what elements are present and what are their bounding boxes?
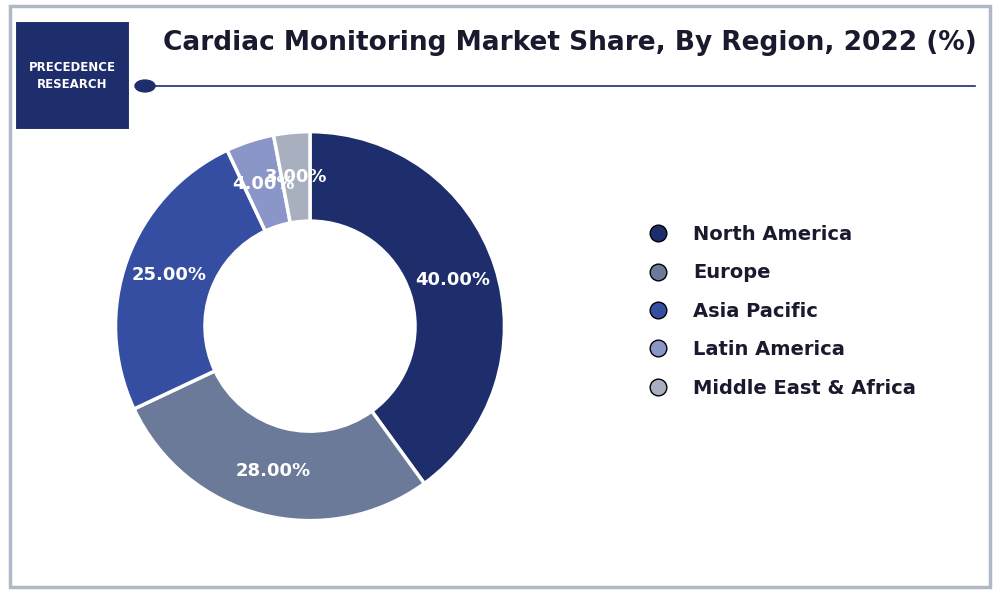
Text: 28.00%: 28.00% [235, 462, 310, 480]
Wedge shape [310, 132, 505, 483]
Text: 40.00%: 40.00% [415, 271, 490, 289]
Wedge shape [274, 132, 310, 223]
Text: 4.00%: 4.00% [232, 175, 295, 193]
Wedge shape [227, 135, 290, 231]
Text: 25.00%: 25.00% [132, 266, 207, 285]
Text: 3.00%: 3.00% [265, 168, 327, 186]
Text: Cardiac Monitoring Market Share, By Region, 2022 (%): Cardiac Monitoring Market Share, By Regi… [163, 30, 977, 56]
Text: PRECEDENCE
RESEARCH: PRECEDENCE RESEARCH [29, 60, 116, 91]
Wedge shape [116, 150, 265, 409]
Legend: North America, Europe, Asia Pacific, Latin America, Middle East & Africa: North America, Europe, Asia Pacific, Lat… [629, 215, 925, 407]
Wedge shape [134, 371, 424, 521]
